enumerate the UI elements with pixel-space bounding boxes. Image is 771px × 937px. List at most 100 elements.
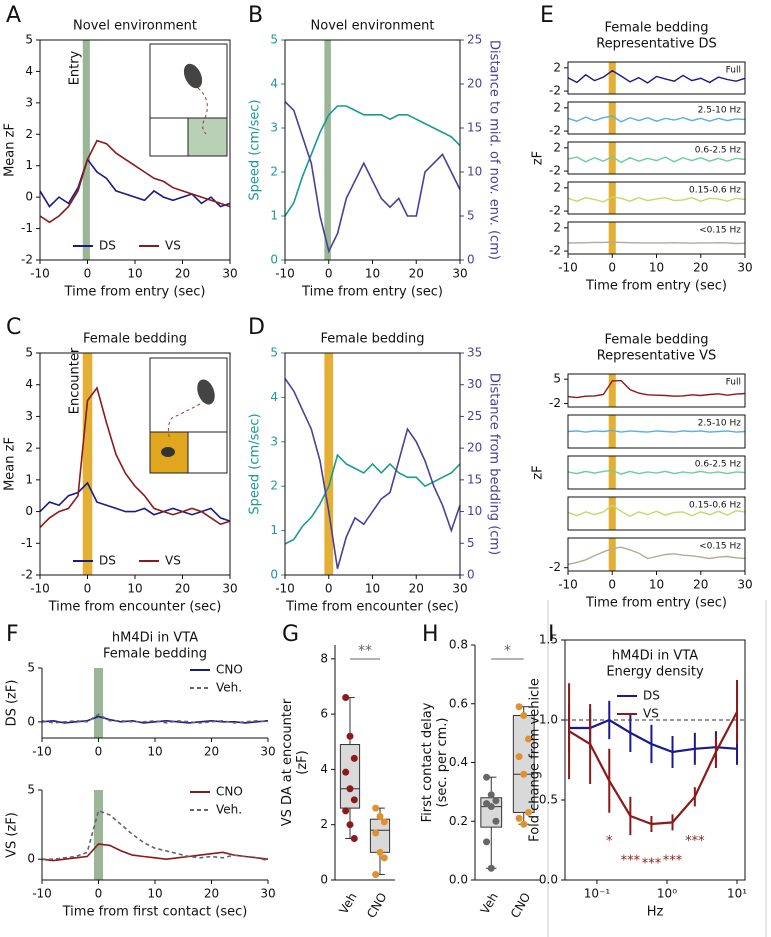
x-tick-label: -10: [275, 267, 295, 281]
row-label: 0.6-2.5 Hz: [695, 146, 742, 156]
x-tick-label: -10: [558, 261, 578, 275]
x-tick-label: 30: [737, 261, 752, 275]
y-tick-label: 0: [320, 873, 328, 887]
data-point: [483, 838, 491, 846]
panel-letter: G: [282, 622, 299, 647]
row-label: Full: [726, 66, 741, 76]
data-point: [342, 694, 350, 702]
y-tick-label: 5: [25, 33, 33, 47]
data-point: [487, 803, 495, 811]
data-point: [372, 804, 380, 812]
y-tick-label: 5: [27, 661, 35, 675]
x-tick-label: 30: [260, 887, 275, 901]
highlight-band: [608, 538, 616, 571]
legend-label: Veh.: [216, 803, 242, 817]
highlight-band: [324, 40, 331, 260]
data-point: [515, 814, 523, 822]
inset-bedding: [149, 357, 228, 474]
y-tick-label: 2: [270, 165, 278, 179]
y-tick-label: -2: [549, 84, 561, 98]
x-tick-label: 10: [147, 745, 162, 759]
y-axis-label: (zF): [295, 750, 310, 774]
x-axis-label: Time from entry (sec): [64, 285, 206, 300]
data-point: [346, 785, 354, 793]
x-tick-label: -10: [30, 267, 50, 281]
x-tick-label: 20: [175, 267, 190, 281]
x-axis-label: Hz: [647, 905, 664, 920]
y-tick-label: 2: [320, 817, 328, 831]
y-tick-label: 5: [27, 783, 35, 797]
x-axis-label: Time from entry (sec): [585, 596, 727, 611]
panel-letter: D: [248, 315, 265, 340]
x-tick-label: 10: [649, 261, 664, 275]
x-tick-label: 10: [649, 578, 664, 592]
y-tick-label: 0: [27, 852, 35, 866]
panel-title: Novel environment: [311, 19, 435, 34]
highlight-band: [608, 102, 616, 134]
data-point: [380, 854, 388, 862]
x-tick-label: 30: [452, 267, 467, 281]
y-axis-label: Speed (cm/sec): [248, 413, 263, 514]
series-line: [567, 115, 746, 123]
x-tick-label: 20: [693, 578, 708, 592]
row-label: 0.15-0.6 Hz: [689, 186, 741, 196]
y-axis-label: (sec. per cm.): [435, 718, 450, 808]
y-axis-label: Speed (cm/sec): [248, 99, 263, 200]
y-tick-label: 0: [270, 253, 278, 267]
series-line: [284, 453, 461, 545]
x-tick-label: 0: [95, 887, 103, 901]
y-tick-label: 5: [270, 346, 278, 360]
highlight-band: [608, 182, 616, 214]
plot-frame: [567, 101, 746, 135]
x-tick-label: CNO: [508, 890, 534, 920]
y-tick-label: -2: [549, 244, 561, 258]
event-label: Entry: [67, 50, 82, 85]
y-tick-label: -1: [21, 221, 33, 235]
highlight-band: [608, 62, 616, 94]
highlight-band: [608, 222, 616, 254]
panel-title: Representative DS: [596, 37, 717, 52]
x-tick-label: -10: [275, 582, 295, 596]
series-line: [567, 546, 746, 566]
y-tick-label: -2: [21, 568, 33, 582]
y2-tick-label: 20: [467, 77, 482, 91]
series-line: [567, 155, 746, 164]
x-tick-label: -10: [32, 745, 52, 759]
panel-letter: A: [6, 3, 21, 28]
data-point: [520, 820, 528, 828]
y-tick-label: 1.5: [539, 633, 558, 647]
x-tick-label: 0: [95, 745, 103, 759]
highlight-band: [93, 790, 104, 880]
y2-tick-label: 15: [467, 121, 482, 135]
event-label: Encounter: [67, 347, 82, 414]
x-tick-label: 30: [452, 582, 467, 596]
x-tick-label: 0: [325, 582, 333, 596]
row-label: Full: [726, 378, 741, 388]
x-tick-label: 30: [222, 267, 237, 281]
panel-title: Female bedding: [103, 647, 207, 662]
y2-tick-label: 0: [467, 568, 475, 582]
x-tick-label: -10: [32, 887, 52, 901]
y-tick-label: -1: [21, 536, 33, 550]
x-tick-label: 10: [127, 582, 142, 596]
series-line: [39, 386, 231, 528]
y2-tick-label: 30: [467, 377, 482, 391]
x-tick-label: 30: [222, 582, 237, 596]
panel-title: Female bedding: [605, 21, 709, 36]
y2-tick-label: 5: [467, 536, 475, 550]
data-point: [376, 848, 384, 856]
x-tick-label: 20: [409, 582, 424, 596]
y-tick-label: 2: [25, 127, 33, 141]
series-line: [567, 69, 746, 84]
y2-tick-label: 35: [467, 346, 482, 360]
legend-label: VS: [165, 239, 181, 253]
data-point: [492, 817, 500, 825]
y-tick-label: 1.0: [539, 713, 558, 727]
series-line: [569, 718, 738, 754]
x-tick-label: 10⁻¹: [584, 887, 611, 901]
plot-frame: [567, 181, 746, 215]
x-tick-label: 0: [84, 582, 92, 596]
data-point: [372, 870, 380, 878]
series-line: [41, 715, 269, 724]
plot-frame: [284, 39, 461, 261]
